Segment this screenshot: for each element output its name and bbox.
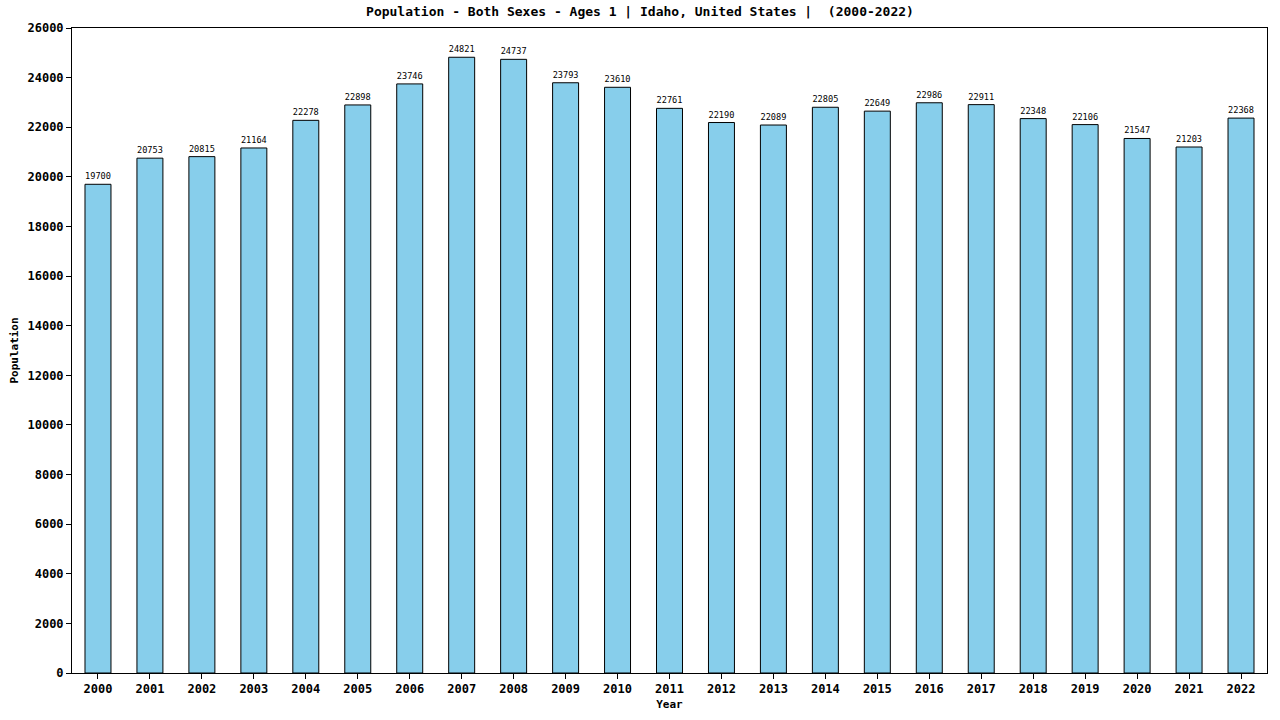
svg-text:22089: 22089 bbox=[760, 112, 786, 122]
svg-text:20000: 20000 bbox=[27, 170, 63, 184]
svg-text:20753: 20753 bbox=[137, 145, 163, 155]
svg-text:21164: 21164 bbox=[241, 135, 267, 145]
svg-text:2003: 2003 bbox=[239, 682, 268, 696]
svg-text:2021: 2021 bbox=[1175, 682, 1204, 696]
svg-text:14000: 14000 bbox=[27, 319, 63, 333]
svg-text:22190: 22190 bbox=[708, 110, 734, 120]
svg-text:2013: 2013 bbox=[759, 682, 788, 696]
svg-text:10000: 10000 bbox=[27, 418, 63, 432]
svg-text:Population: Population bbox=[8, 317, 21, 383]
svg-text:2005: 2005 bbox=[343, 682, 372, 696]
svg-text:22761: 22761 bbox=[657, 95, 683, 105]
svg-text:22649: 22649 bbox=[864, 98, 890, 108]
svg-text:22911: 22911 bbox=[968, 92, 994, 102]
svg-text:2011: 2011 bbox=[655, 682, 684, 696]
svg-text:22986: 22986 bbox=[916, 90, 942, 100]
svg-text:22000: 22000 bbox=[27, 120, 63, 134]
svg-text:Population - Both Sexes - Ages: Population - Both Sexes - Ages 1 | Idaho… bbox=[366, 4, 914, 19]
svg-text:24737: 24737 bbox=[501, 46, 527, 56]
svg-text:23610: 23610 bbox=[605, 74, 631, 84]
svg-text:Year: Year bbox=[656, 698, 683, 711]
svg-text:2000: 2000 bbox=[35, 617, 64, 631]
svg-text:12000: 12000 bbox=[27, 369, 63, 383]
svg-text:2019: 2019 bbox=[1071, 682, 1100, 696]
svg-text:2009: 2009 bbox=[551, 682, 580, 696]
svg-text:6000: 6000 bbox=[35, 517, 64, 531]
svg-text:2004: 2004 bbox=[291, 682, 320, 696]
svg-text:2015: 2015 bbox=[863, 682, 892, 696]
svg-text:2016: 2016 bbox=[915, 682, 944, 696]
svg-text:24000: 24000 bbox=[27, 71, 63, 85]
svg-text:21547: 21547 bbox=[1124, 125, 1150, 135]
svg-text:18000: 18000 bbox=[27, 220, 63, 234]
svg-text:2001: 2001 bbox=[135, 682, 164, 696]
svg-text:2020: 2020 bbox=[1123, 682, 1152, 696]
svg-text:0: 0 bbox=[56, 666, 63, 680]
svg-text:19700: 19700 bbox=[85, 171, 111, 181]
svg-text:2007: 2007 bbox=[447, 682, 476, 696]
svg-text:22278: 22278 bbox=[293, 107, 319, 117]
svg-text:2018: 2018 bbox=[1019, 682, 1048, 696]
svg-text:4000: 4000 bbox=[35, 567, 64, 581]
svg-text:2012: 2012 bbox=[707, 682, 736, 696]
svg-text:21203: 21203 bbox=[1176, 134, 1202, 144]
svg-text:20815: 20815 bbox=[189, 144, 215, 154]
svg-text:2022: 2022 bbox=[1227, 682, 1256, 696]
svg-text:23793: 23793 bbox=[553, 70, 579, 80]
svg-text:2010: 2010 bbox=[603, 682, 632, 696]
svg-text:23746: 23746 bbox=[397, 71, 423, 81]
svg-text:24821: 24821 bbox=[449, 44, 475, 54]
svg-text:22348: 22348 bbox=[1020, 106, 1046, 116]
svg-text:26000: 26000 bbox=[27, 21, 63, 35]
svg-text:16000: 16000 bbox=[27, 269, 63, 283]
svg-text:22106: 22106 bbox=[1072, 112, 1098, 122]
svg-text:22368: 22368 bbox=[1228, 105, 1254, 115]
svg-text:22805: 22805 bbox=[812, 94, 838, 104]
svg-text:2000: 2000 bbox=[84, 682, 113, 696]
svg-text:2014: 2014 bbox=[811, 682, 840, 696]
svg-text:2002: 2002 bbox=[187, 682, 216, 696]
svg-text:8000: 8000 bbox=[35, 468, 64, 482]
svg-text:2006: 2006 bbox=[395, 682, 424, 696]
svg-text:2017: 2017 bbox=[967, 682, 996, 696]
svg-text:2008: 2008 bbox=[499, 682, 528, 696]
svg-text:22898: 22898 bbox=[345, 92, 371, 102]
